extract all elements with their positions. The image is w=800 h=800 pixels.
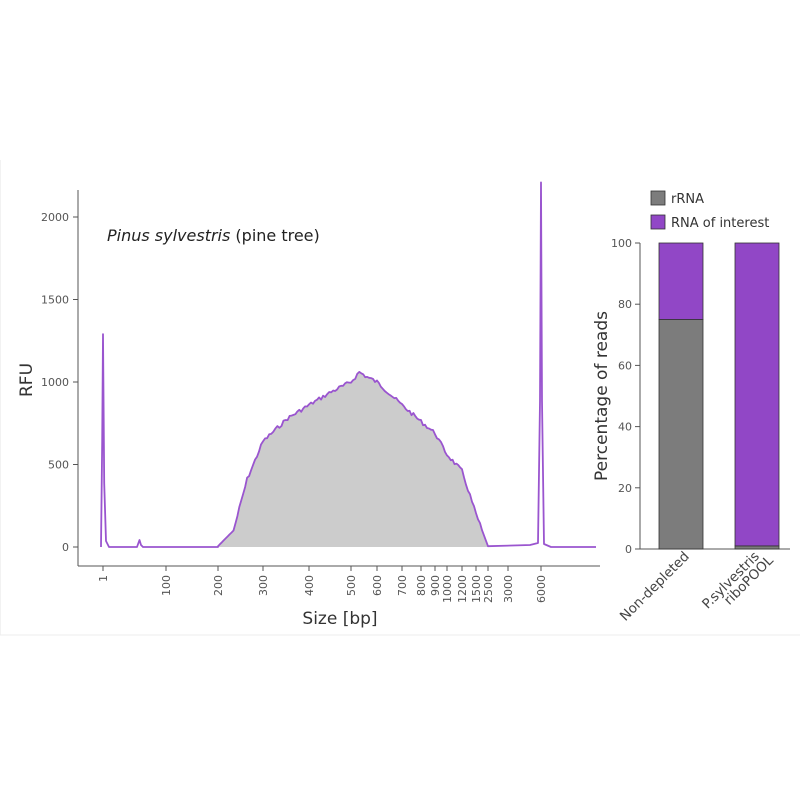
bar-segment-rna-of-interest-0 bbox=[658, 242, 704, 320]
legend-swatch-rna-of-interest bbox=[650, 214, 666, 230]
electro-y-axis-title: RFU bbox=[17, 363, 37, 397]
electro-y-ticks: 0 500 1000 1500 2000 bbox=[41, 211, 78, 554]
bar-y-tick-label: 0 bbox=[625, 543, 632, 556]
electro-x-tick-label: 2500 bbox=[482, 575, 495, 603]
bar-category-label-non-depleted: Non-depleted bbox=[617, 549, 693, 625]
bar-y-tick-label: 60 bbox=[618, 359, 632, 372]
bar-y-tick-label: 40 bbox=[618, 421, 632, 434]
electro-x-tick-label: 1000 bbox=[441, 575, 454, 603]
bar-y-ticks: 0 20 40 60 80 100 bbox=[611, 237, 640, 556]
bar-segment-rrna-0 bbox=[658, 319, 704, 550]
electro-x-tick-label: 200 bbox=[212, 575, 225, 596]
electro-x-tick-label: 900 bbox=[429, 575, 442, 596]
bar-y-tick-label: 100 bbox=[611, 237, 632, 250]
stacked-bar-chart: 0 20 40 60 80 100 Percentage of reads Non-dep… bbox=[592, 190, 790, 625]
electropherogram-fill-area bbox=[218, 371, 488, 547]
electro-x-tick-label: 800 bbox=[415, 575, 428, 596]
bar-y-tick-label: 20 bbox=[618, 482, 632, 495]
legend-label-rrna: rRNA bbox=[671, 192, 704, 207]
electro-x-tick-label: 1 bbox=[97, 575, 110, 582]
electro-x-tick-label: 300 bbox=[257, 575, 270, 596]
electro-y-tick-label: 500 bbox=[48, 459, 69, 472]
electro-x-tick-label: 1200 bbox=[456, 575, 469, 603]
electro-x-axis-title: Size [bp] bbox=[302, 609, 377, 629]
bar-y-axis-title: Percentage of reads bbox=[592, 311, 612, 481]
legend-label-rna-of-interest: RNA of interest bbox=[671, 216, 769, 231]
bar-segment-rrna-1 bbox=[734, 545, 780, 550]
bar-legend: rRNA RNA of interest bbox=[650, 190, 769, 231]
electro-x-tick-label: 6000 bbox=[535, 575, 548, 603]
bar-segment-rna-of-interest-1 bbox=[734, 242, 780, 547]
electro-y-tick-label: 0 bbox=[62, 541, 69, 554]
bar-segments bbox=[658, 242, 780, 550]
electro-y-tick-label: 2000 bbox=[41, 211, 69, 224]
electro-title: Pinus sylvestris (pine tree) bbox=[107, 226, 320, 245]
electro-x-tick-label: 700 bbox=[396, 575, 409, 596]
electro-x-tick-label: 1500 bbox=[470, 575, 483, 603]
electro-y-tick-label: 1500 bbox=[41, 294, 69, 307]
electro-x-ticks: 1 100 200 300 400 500 600 700 800 900 1000 1200 1500… bbox=[97, 566, 548, 603]
electro-x-tick-label: 600 bbox=[371, 575, 384, 596]
legend-swatch-rrna bbox=[650, 190, 666, 206]
electro-title-common-name: (pine tree) bbox=[230, 226, 319, 245]
bar-y-tick-label: 80 bbox=[618, 298, 632, 311]
electro-y-tick-label: 1000 bbox=[41, 376, 69, 389]
electro-x-tick-label: 500 bbox=[345, 575, 358, 596]
electro-x-tick-label: 100 bbox=[160, 575, 173, 596]
electro-x-tick-label: 3000 bbox=[502, 575, 515, 603]
electro-title-species: Pinus sylvestris bbox=[107, 226, 230, 245]
electropherogram-trace-line bbox=[100, 181, 596, 548]
electro-x-tick-label: 400 bbox=[303, 575, 316, 596]
